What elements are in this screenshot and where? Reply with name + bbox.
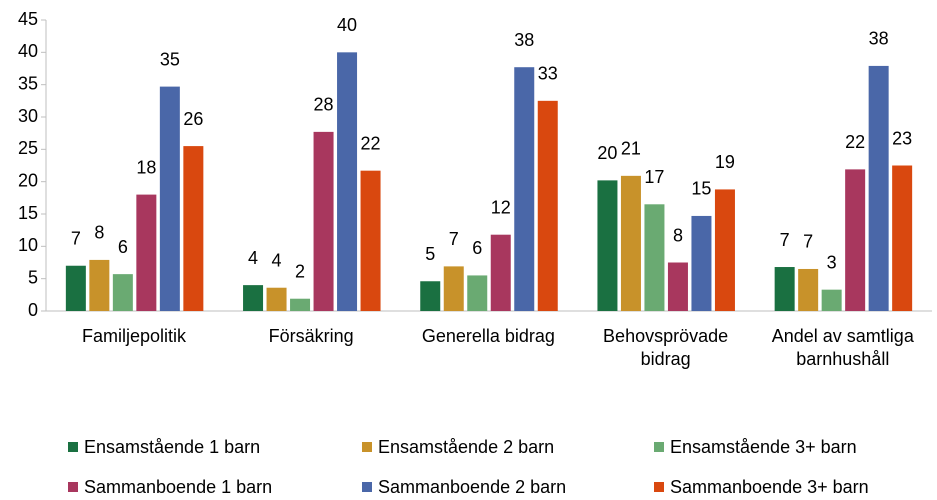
data-label: 17 xyxy=(644,167,664,187)
bar xyxy=(159,86,180,312)
data-label: 6 xyxy=(118,237,128,257)
data-label: 26 xyxy=(183,109,203,129)
x-tick-label: Behovsprövade bidrag xyxy=(603,326,729,369)
data-label: 40 xyxy=(337,15,357,35)
data-label: 28 xyxy=(314,95,334,115)
legend-swatch xyxy=(68,442,78,452)
bar xyxy=(644,204,665,311)
y-tick-label: 10 xyxy=(18,235,38,255)
data-label: 22 xyxy=(845,132,865,152)
data-label: 38 xyxy=(514,30,534,50)
data-label: 8 xyxy=(94,223,104,243)
data-label: 38 xyxy=(869,29,889,49)
bar xyxy=(774,267,795,311)
bar xyxy=(691,215,712,311)
legend-item: Sammanboende 3+ barn xyxy=(654,477,869,498)
data-label: 8 xyxy=(673,225,683,245)
y-tick-label: 35 xyxy=(18,73,38,93)
data-label: 5 xyxy=(425,244,435,264)
legend-swatch xyxy=(654,442,664,452)
legend-label: Ensamstående 2 barn xyxy=(378,437,555,457)
data-label: 4 xyxy=(248,248,258,268)
data-label: 12 xyxy=(491,197,511,217)
data-label: 7 xyxy=(780,230,790,250)
data-label: 4 xyxy=(272,250,282,270)
bar xyxy=(714,189,735,311)
legend-swatch xyxy=(68,482,78,492)
data-label: 19 xyxy=(715,152,735,172)
bar xyxy=(65,265,86,311)
x-tick-label: Försäkring xyxy=(268,326,354,346)
bar xyxy=(243,285,264,311)
y-tick-label: 15 xyxy=(18,203,38,223)
data-label: 6 xyxy=(472,238,482,258)
legend-label: Sammanboende 2 barn xyxy=(378,477,567,497)
legend-swatch xyxy=(654,482,664,492)
bar xyxy=(360,170,381,311)
bar xyxy=(290,298,311,311)
data-label: 23 xyxy=(892,128,912,148)
bar xyxy=(798,268,819,311)
bar xyxy=(337,52,358,311)
data-label: 20 xyxy=(597,143,617,163)
data-label: 7 xyxy=(71,228,81,248)
bar xyxy=(89,259,110,311)
x-tick-label: Generella bidrag xyxy=(421,326,555,346)
legend-item: Ensamstående 1 barn xyxy=(68,437,260,458)
legend-label: Sammanboende 1 barn xyxy=(84,477,273,497)
bar xyxy=(537,100,558,311)
data-label: 7 xyxy=(803,232,813,252)
data-label: 15 xyxy=(691,179,711,199)
bar xyxy=(313,131,334,311)
bar xyxy=(514,67,535,311)
bar xyxy=(620,175,641,311)
data-label: 3 xyxy=(827,252,837,272)
data-label: 33 xyxy=(538,64,558,84)
legend-swatch xyxy=(362,442,372,452)
data-label: 21 xyxy=(621,139,641,159)
legend-item: Ensamstående 3+ barn xyxy=(654,437,857,458)
legend-label: Ensamstående 1 barn xyxy=(84,437,261,457)
y-tick-label: 0 xyxy=(28,300,38,320)
bar xyxy=(821,289,842,311)
bar xyxy=(420,281,441,311)
legend-item: Sammanboende 1 barn xyxy=(68,477,272,498)
y-tick-label: 20 xyxy=(18,170,38,190)
y-tick-label: 30 xyxy=(18,106,38,126)
bar xyxy=(183,146,204,311)
data-label: 22 xyxy=(361,133,381,153)
legend-item: Sammanboende 2 barn xyxy=(362,477,566,498)
y-tick-label: 5 xyxy=(28,267,38,287)
bar xyxy=(868,65,889,311)
bar xyxy=(892,165,913,311)
y-tick-label: 40 xyxy=(18,41,38,61)
y-tick-label: 25 xyxy=(18,138,38,158)
x-tick-label: Familjepolitik xyxy=(81,326,187,346)
data-label: 18 xyxy=(136,157,156,177)
data-label: 7 xyxy=(449,229,459,249)
data-label: 2 xyxy=(295,261,305,281)
legend-label: Sammanboende 3+ barn xyxy=(670,477,869,497)
bar xyxy=(667,262,688,311)
legend-label: Ensamstående 3+ barn xyxy=(670,437,857,457)
bar xyxy=(467,275,488,311)
legend-swatch xyxy=(362,482,372,492)
bar xyxy=(112,274,133,311)
legend-item: Ensamstående 2 barn xyxy=(362,437,554,458)
bar xyxy=(266,287,287,311)
bar xyxy=(490,234,511,311)
y-tick-label: 45 xyxy=(18,9,38,29)
data-label: 35 xyxy=(160,49,180,69)
bar xyxy=(597,180,618,311)
bar xyxy=(443,266,464,311)
bar xyxy=(136,194,157,311)
bar xyxy=(845,169,866,311)
x-tick-label: Andel av samtliga barnhushåll xyxy=(771,326,914,369)
